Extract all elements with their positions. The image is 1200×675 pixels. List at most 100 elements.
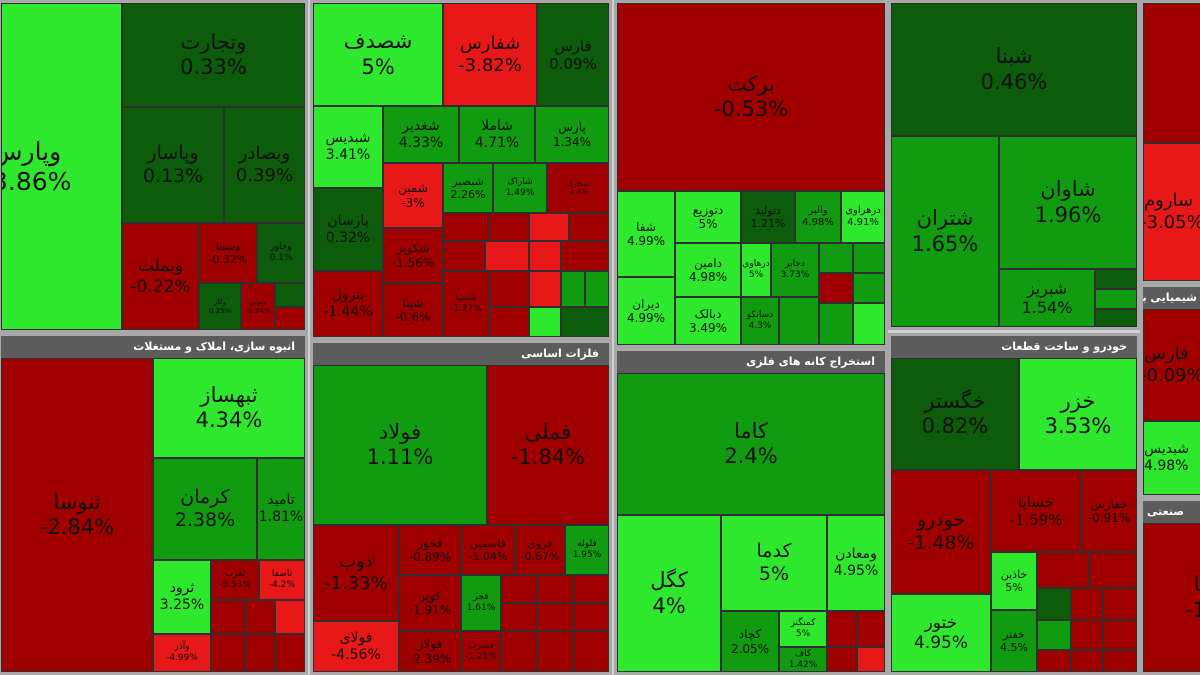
tile-dzhravi[interactable]: دزهراوی 4.91%: [841, 191, 885, 243]
tile-kama[interactable]: کاما 2.4%: [617, 373, 885, 515]
tile-shasdaf[interactable]: شصدف 5%: [313, 3, 443, 106]
tile-bm-9[interactable]: [573, 631, 609, 672]
tile-parsan[interactable]: پارسان 0.32%: [313, 188, 383, 271]
tile-ph-6[interactable]: [819, 303, 853, 345]
tile-mini-1[interactable]: [443, 241, 485, 271]
tile-mini-4[interactable]: [561, 241, 609, 271]
tile-mini-2[interactable]: [485, 241, 529, 271]
tile-bm-7[interactable]: [501, 631, 537, 672]
tile-mini-5[interactable]: [489, 271, 529, 307]
tile-sarum[interactable]: ساروم -3.05%: [1143, 143, 1200, 281]
tile-re-2[interactable]: [245, 600, 275, 634]
tile-shsp-d[interactable]: [569, 213, 609, 241]
tile-khsapa[interactable]: خساپا -1.59%: [991, 470, 1081, 552]
tile-shbriz[interactable]: شبریز 1.54%: [999, 269, 1095, 327]
tile-mn-1[interactable]: [827, 611, 857, 647]
tile-vbsadr[interactable]: وبصادر 0.39%: [224, 107, 305, 223]
tile-shmin[interactable]: شمین -3%: [383, 163, 443, 228]
tile-kmgn[interactable]: کمنگنز 5%: [779, 611, 827, 647]
tile-parsan2[interactable]: پارس 1.34%: [535, 106, 609, 163]
tile-vtejarat[interactable]: وتجارت 0.33%: [122, 3, 305, 107]
tile-shsp-b[interactable]: [489, 213, 529, 241]
tile-sanati[interactable]: تا -1: [1143, 523, 1200, 672]
tile-ph-7[interactable]: [853, 303, 885, 345]
tile-bm-1[interactable]: [501, 575, 537, 603]
tile-khfnr[interactable]: خفنر 4.5%: [991, 610, 1037, 672]
tile-ph-4[interactable]: [853, 273, 885, 303]
tile-fakhoz[interactable]: فخوز -0.89%: [399, 525, 461, 575]
tile-mn-2[interactable]: [857, 611, 885, 647]
tile-shaghadir[interactable]: شغدیر 4.33%: [383, 106, 459, 163]
tile-re-3[interactable]: [275, 600, 305, 634]
tile-dejaber[interactable]: دجابر 3.73%: [771, 243, 819, 297]
tile-vmellat[interactable]: وبملت -0.22%: [122, 223, 199, 330]
tile-bm-6[interactable]: [573, 603, 609, 631]
tile-vkhavar[interactable]: وخاور 0.1%: [257, 223, 305, 283]
tile-valbr[interactable]: والبر 4.98%: [795, 191, 841, 243]
tile-au-8[interactable]: [1103, 620, 1137, 650]
tile-barkat[interactable]: برکت -0.53%: [617, 3, 885, 191]
tile-shsp[interactable]: شسپا -1.27%: [443, 271, 489, 337]
tile-mini-6[interactable]: [529, 271, 561, 307]
tile-khodro[interactable]: خودرو -1.48%: [891, 470, 991, 594]
tile-fars[interactable]: فارس 0.09%: [537, 3, 609, 106]
tile-ghfars[interactable]: فارس -0.09%: [1143, 309, 1200, 421]
tile-kvir[interactable]: کویر -1.91%: [399, 575, 461, 631]
tile-shkavir[interactable]: شکویر -1.56%: [383, 228, 443, 283]
tile-au-4[interactable]: [1071, 588, 1103, 620]
tile-vpasar[interactable]: وپاسار 0.13%: [122, 107, 224, 223]
tile-trud[interactable]: ثرود 3.25%: [153, 560, 211, 634]
tile-bm-8[interactable]: [537, 631, 573, 672]
tile-folad[interactable]: فولاد 1.11%: [313, 365, 487, 525]
tile-mini-11[interactable]: [561, 307, 609, 337]
tile-shekheyz[interactable]: شخارک -1.4%: [547, 163, 609, 213]
tile-fameli[interactable]: فملی -1.84%: [487, 365, 609, 525]
tile-darvo[interactable]: درهاوی 5%: [741, 243, 771, 297]
tile-fsolb[interactable]: فسرب -1.21%: [461, 631, 501, 672]
tile-au-11[interactable]: [1103, 650, 1137, 672]
tile-shpna[interactable]: شپنا -0.6%: [383, 283, 443, 337]
tile-pbrom[interactable]: پترول -1.44%: [313, 271, 383, 337]
tile-shavan[interactable]: شاوان 1.96%: [999, 136, 1137, 269]
tile-kbaf[interactable]: کاف 1.42%: [779, 647, 827, 672]
tile-au-1[interactable]: [1037, 552, 1089, 588]
tile-khfars[interactable]: خفارس -0.91%: [1081, 470, 1137, 552]
tile-mini-8[interactable]: [585, 271, 609, 307]
tile-shefa[interactable]: شفا 4.99%: [617, 191, 675, 277]
tile-kerman[interactable]: کرمان 2.38%: [153, 458, 257, 560]
tile-khaver[interactable]: خاذین 5%: [991, 552, 1037, 610]
tile-small-d[interactable]: [275, 307, 305, 330]
tile-shina[interactable]: شبنا 0.46%: [891, 3, 1137, 136]
tile-thesfa[interactable]: ثاصفا -4.2%: [259, 560, 305, 600]
tile-khnur[interactable]: ختور 4.95%: [891, 594, 991, 672]
tile-flua[interactable]: فلوله 1.95%: [565, 525, 609, 575]
tile-re-6[interactable]: [275, 634, 305, 672]
tile-shafars[interactable]: شفارس -3.82%: [443, 3, 537, 106]
tile-khgstr[interactable]: خگستر 0.82%: [891, 358, 1019, 470]
tile-au-3[interactable]: [1037, 588, 1071, 620]
tile-khzr[interactable]: خزر 3.53%: [1019, 358, 1137, 470]
tile-fulai[interactable]: فولای -4.56%: [313, 621, 399, 672]
tile-vpars[interactable]: وپارس 3.86%: [1, 3, 122, 330]
tile-kchad[interactable]: کچاد 2.05%: [721, 611, 779, 672]
tile-dtozi[interactable]: دتوزیع 5%: [675, 191, 741, 243]
tile-small-c[interactable]: [275, 283, 305, 307]
tile-ph-5[interactable]: [779, 297, 819, 345]
tile-kdma[interactable]: کدما 5%: [721, 515, 827, 611]
tile-ref-3[interactable]: [1095, 309, 1137, 327]
tile-shebandis[interactable]: شبدیس 3.41%: [313, 106, 383, 188]
tile-thgharb[interactable]: ثغرب -5.53%: [211, 560, 259, 600]
tile-mn-4[interactable]: [857, 647, 885, 672]
tile-fasmin[interactable]: فاسمین -1.04%: [461, 525, 515, 575]
tile-vmadn[interactable]: ومعادن 4.95%: [827, 515, 885, 611]
tile-re-4[interactable]: [211, 634, 245, 672]
tile-mini-10[interactable]: [529, 307, 561, 337]
tile-shtran[interactable]: شتران 1.65%: [891, 136, 999, 327]
tile-shebsir[interactable]: شبصیر 2.26%: [443, 163, 493, 213]
tile-dalak[interactable]: دبالک 3.49%: [675, 297, 741, 345]
tile-dran[interactable]: دیران 4.99%: [617, 277, 675, 345]
tile-au-10[interactable]: [1071, 650, 1103, 672]
tile-bm-5[interactable]: [537, 603, 573, 631]
tile-ph-1[interactable]: [819, 243, 853, 273]
tile-rt-1[interactable]: [1143, 3, 1200, 143]
